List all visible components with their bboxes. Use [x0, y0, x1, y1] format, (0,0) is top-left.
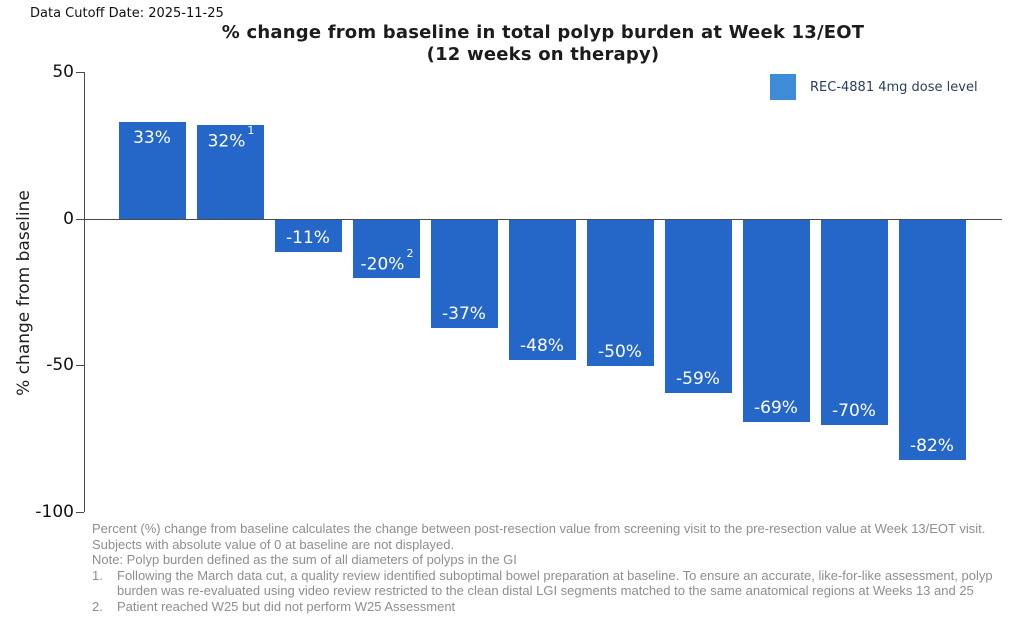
chart-title-line1: % change from baseline in total polyp bu…: [221, 22, 865, 43]
bar: -82%: [898, 219, 966, 461]
footnote-item-1: 1. Following the March data cut, a quali…: [92, 568, 994, 599]
y-axis-spine: [84, 72, 85, 512]
bar: -48%: [508, 219, 576, 361]
y-tick-label: 50: [52, 62, 74, 82]
y-tick-label: 0: [63, 208, 74, 229]
data-cutoff-label: Data Cutoff Date: 2025-11-25: [30, 6, 224, 21]
y-tick-mark: [76, 365, 84, 367]
legend-swatch-icon: [770, 74, 796, 100]
footnotes: Percent (%) change from baseline calcula…: [92, 521, 994, 614]
bar-label-superscript: 2: [406, 246, 414, 260]
plot-area: 50 0 -50 -100 33% 32%1 -11% -20%2 -37% -48% -50% -5…: [35, 62, 1002, 522]
bar: -59%: [664, 219, 732, 393]
bar-value-label: -82%: [910, 436, 954, 457]
footnote-item-1-num: 1.: [92, 567, 103, 583]
bar-value-label: -37%: [442, 304, 486, 325]
bar-value-label: 32%1: [207, 123, 255, 152]
bar-value-label: -48%: [520, 336, 564, 357]
bar: -37%: [430, 219, 498, 329]
bar: 32%1: [196, 123, 264, 219]
bar-value-label: -20%2: [360, 246, 414, 275]
footnote-item-2-text: Patient reached W25 but did not perform …: [117, 598, 456, 614]
bar-value-label: -70%: [832, 400, 876, 421]
zero-gridline: [84, 218, 1002, 220]
bar: -69%: [742, 219, 810, 423]
footnote-item-2-num: 2.: [92, 598, 103, 614]
footnote-item-2: 2. Patient reached W25 but did not perfo…: [92, 599, 994, 615]
chart-title: % change from baseline in total polyp bu…: [84, 22, 1002, 66]
y-tick-label: -50: [46, 355, 74, 376]
bar-value-label: 33%: [133, 127, 171, 148]
bar: 33%: [118, 121, 186, 219]
footnote-note: Note: Polyp burden defined as the sum of…: [92, 552, 517, 567]
bar: -50%: [586, 219, 654, 367]
footnote-item-1-text: Following the March data cut, a quality …: [117, 567, 993, 599]
y-tick-mark: [76, 218, 84, 220]
legend: REC-4881 4mg dose level: [770, 74, 978, 100]
bar-value-label: -69%: [754, 398, 798, 419]
bar: -20%2: [352, 219, 420, 279]
bar-value-label: -11%: [286, 227, 330, 248]
bar-value-label: -50%: [598, 342, 642, 363]
bar: -70%: [820, 219, 888, 425]
footnote-paragraph: Percent (%) change from baseline calcula…: [92, 521, 986, 552]
y-tick-mark: [76, 512, 84, 513]
legend-label: REC-4881 4mg dose level: [810, 79, 978, 95]
y-tick-mark: [76, 72, 84, 73]
bar-label-superscript: 1: [247, 123, 255, 137]
y-tick-label: -100: [35, 502, 74, 522]
bar: -11%: [274, 219, 342, 252]
chart-title-line2: (12 weeks on therapy): [426, 44, 660, 65]
bar-value-label: -59%: [676, 368, 720, 389]
